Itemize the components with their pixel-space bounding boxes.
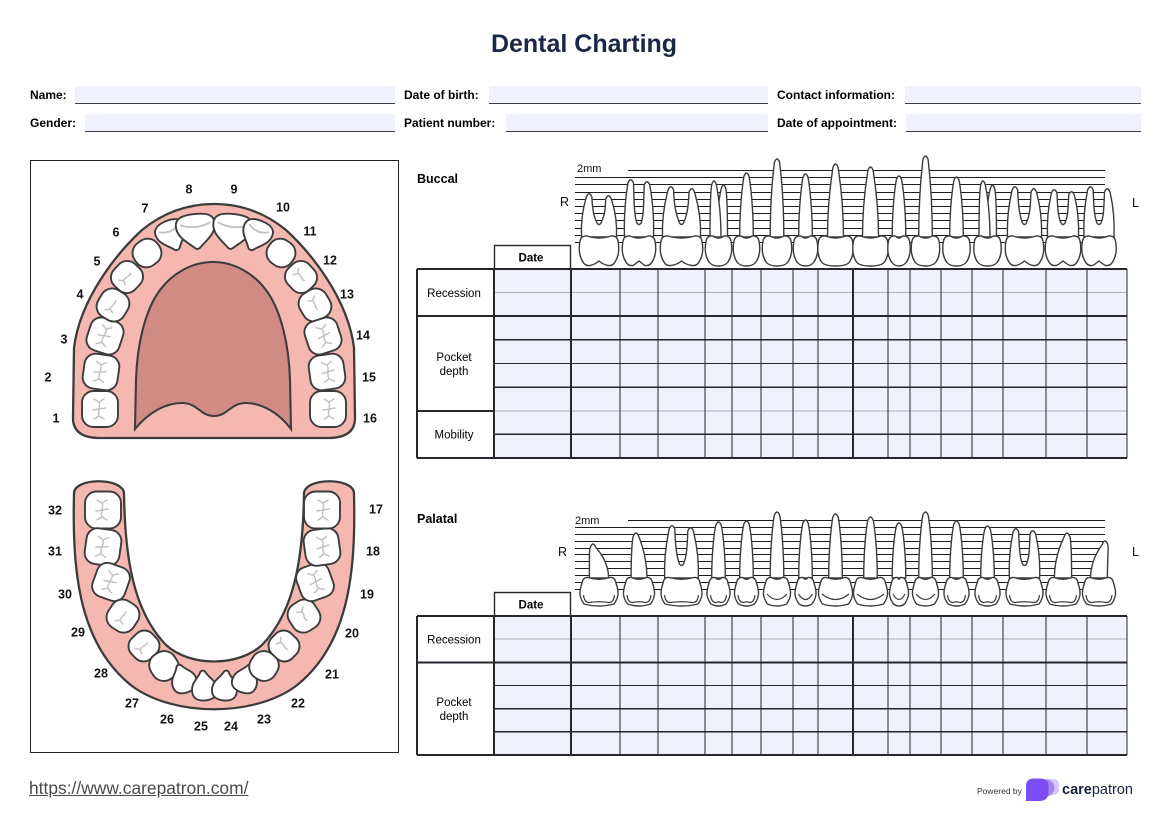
svg-text:22: 22 [291, 697, 305, 711]
svg-text:Mobility: Mobility [435, 430, 474, 442]
svg-text:15: 15 [362, 371, 376, 385]
svg-text:14: 14 [356, 329, 370, 343]
svg-text:13: 13 [340, 288, 354, 302]
svg-text:30: 30 [58, 588, 72, 602]
svg-text:Pocket: Pocket [436, 352, 472, 364]
svg-text:12: 12 [323, 254, 337, 268]
svg-text:21: 21 [325, 668, 339, 682]
svg-text:Date: Date [519, 253, 544, 265]
svg-text:R: R [560, 195, 569, 209]
svg-text:Recession: Recession [427, 635, 481, 647]
svg-text:29: 29 [71, 626, 85, 640]
svg-text:6: 6 [113, 226, 120, 240]
svg-text:23: 23 [257, 713, 271, 727]
svg-text:11: 11 [303, 225, 316, 239]
svg-text:2mm: 2mm [575, 515, 599, 527]
svg-text:32: 32 [48, 504, 62, 518]
svg-text:17: 17 [369, 503, 383, 517]
svg-text:depth: depth [440, 711, 469, 723]
svg-text:R: R [558, 545, 567, 559]
svg-text:25: 25 [194, 720, 208, 734]
svg-text:4: 4 [77, 288, 84, 302]
svg-text:depth: depth [440, 366, 469, 378]
svg-text:27: 27 [125, 697, 139, 711]
svg-text:16: 16 [363, 412, 377, 426]
svg-text:18: 18 [366, 545, 380, 559]
svg-text:1: 1 [53, 412, 60, 426]
svg-text:Pocket: Pocket [436, 697, 472, 709]
svg-text:28: 28 [94, 667, 108, 681]
svg-text:31: 31 [48, 545, 62, 559]
svg-text:19: 19 [360, 588, 374, 602]
svg-text:5: 5 [94, 255, 101, 269]
svg-text:26: 26 [160, 713, 174, 727]
svg-text:L: L [1132, 196, 1139, 210]
svg-text:9: 9 [231, 183, 238, 197]
svg-text:Recession: Recession [427, 288, 481, 300]
svg-text:10: 10 [276, 201, 290, 215]
svg-text:24: 24 [224, 720, 238, 734]
svg-text:Date: Date [519, 600, 544, 612]
svg-text:3: 3 [61, 333, 68, 347]
svg-text:L: L [1132, 545, 1139, 559]
svg-text:2: 2 [45, 371, 52, 385]
svg-text:20: 20 [345, 627, 359, 641]
svg-text:2mm: 2mm [577, 163, 601, 175]
svg-text:7: 7 [142, 202, 149, 216]
svg-text:8: 8 [186, 183, 193, 197]
